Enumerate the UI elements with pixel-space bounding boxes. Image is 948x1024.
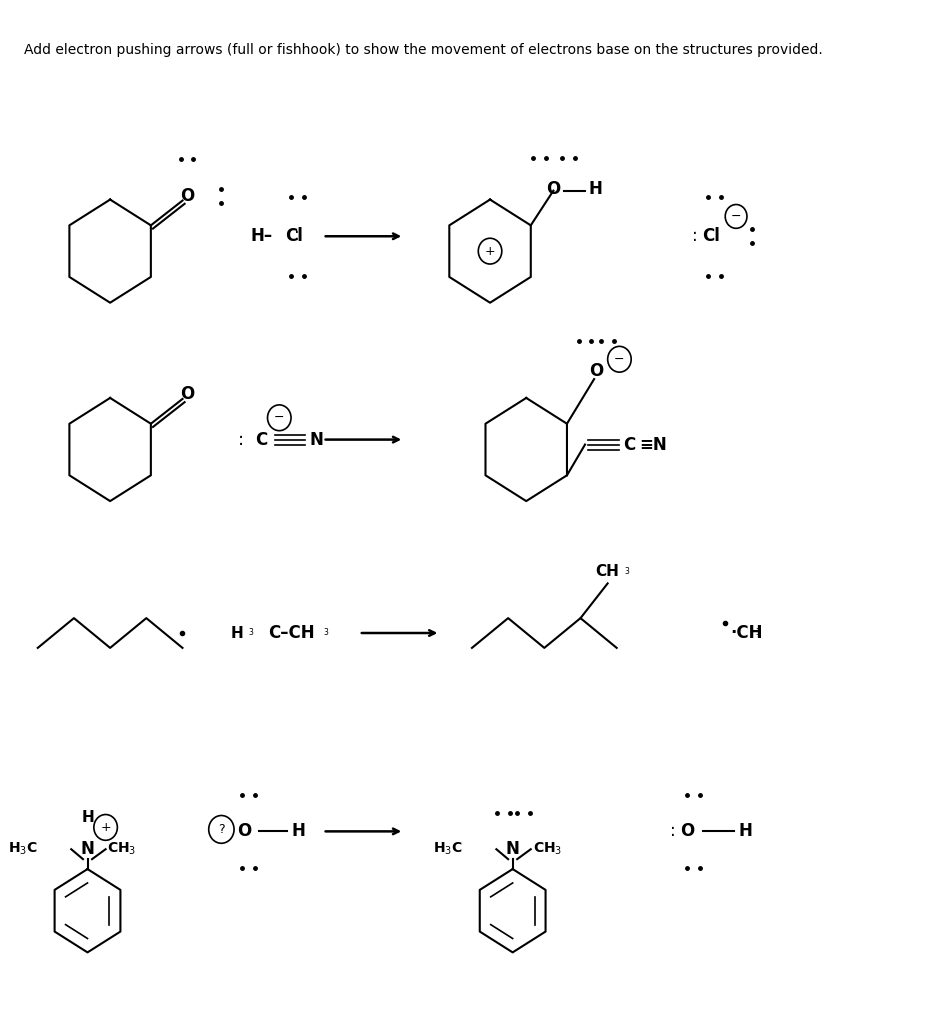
Text: $_3$: $_3$ xyxy=(322,627,329,639)
Text: H: H xyxy=(291,822,305,841)
Text: +: + xyxy=(100,821,111,834)
Text: Add electron pushing arrows (full or fishhook) to show the movement of electrons: Add electron pushing arrows (full or fis… xyxy=(25,43,823,57)
Text: H: H xyxy=(738,822,753,841)
Text: N: N xyxy=(505,841,520,858)
Text: ?: ? xyxy=(218,823,225,836)
Text: +: + xyxy=(484,245,496,258)
Text: O: O xyxy=(680,822,694,841)
Text: C–CH: C–CH xyxy=(268,624,315,642)
Text: H: H xyxy=(589,179,603,198)
Text: O: O xyxy=(589,362,603,380)
Text: H: H xyxy=(82,810,94,825)
Text: O: O xyxy=(180,186,194,205)
Text: O: O xyxy=(546,179,560,198)
Text: Cl: Cl xyxy=(702,227,720,246)
Text: :: : xyxy=(692,227,698,246)
Text: −: − xyxy=(614,352,625,366)
Text: H–: H– xyxy=(250,227,272,246)
Text: ≡N: ≡N xyxy=(639,435,667,454)
Text: H$_3$C: H$_3$C xyxy=(433,841,463,857)
Text: $_3$: $_3$ xyxy=(756,627,761,639)
Text: :: : xyxy=(669,822,676,841)
Text: :: : xyxy=(294,226,300,245)
Text: N: N xyxy=(309,431,323,449)
Text: Cl: Cl xyxy=(284,227,302,246)
Text: −: − xyxy=(274,412,284,424)
Text: CH$_3$: CH$_3$ xyxy=(107,841,137,857)
Text: $_3$: $_3$ xyxy=(624,565,630,578)
Text: H: H xyxy=(230,626,243,640)
Text: C: C xyxy=(623,435,635,454)
Text: CH$_3$: CH$_3$ xyxy=(533,841,562,857)
Text: H$_3$C: H$_3$C xyxy=(8,841,38,857)
Text: O: O xyxy=(237,822,251,841)
Text: N: N xyxy=(81,841,95,858)
Text: $_3$: $_3$ xyxy=(247,627,254,639)
Text: :: : xyxy=(238,431,244,449)
Text: ·CH: ·CH xyxy=(730,624,762,642)
Text: O: O xyxy=(180,385,194,403)
Text: C: C xyxy=(255,431,267,449)
Text: −: − xyxy=(731,210,741,223)
Text: CH: CH xyxy=(595,564,620,579)
